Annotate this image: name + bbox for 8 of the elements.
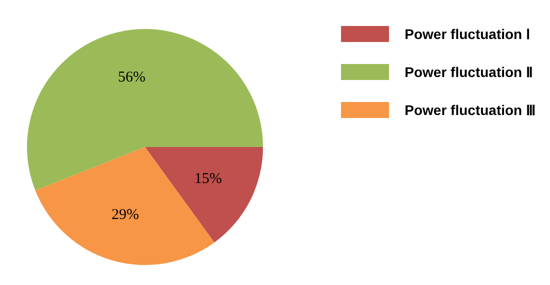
data-label: 15% [194,171,222,188]
legend-label: Power fluctuation Ⅲ [404,102,536,118]
pie-slice [27,29,263,190]
data-label: 29% [111,206,139,223]
legend-label: Power fluctuation Ⅰ [404,26,530,42]
pie-slice [145,147,263,242]
legend-label: Power fluctuation Ⅱ [404,64,533,80]
data-label: 56% [118,69,146,86]
